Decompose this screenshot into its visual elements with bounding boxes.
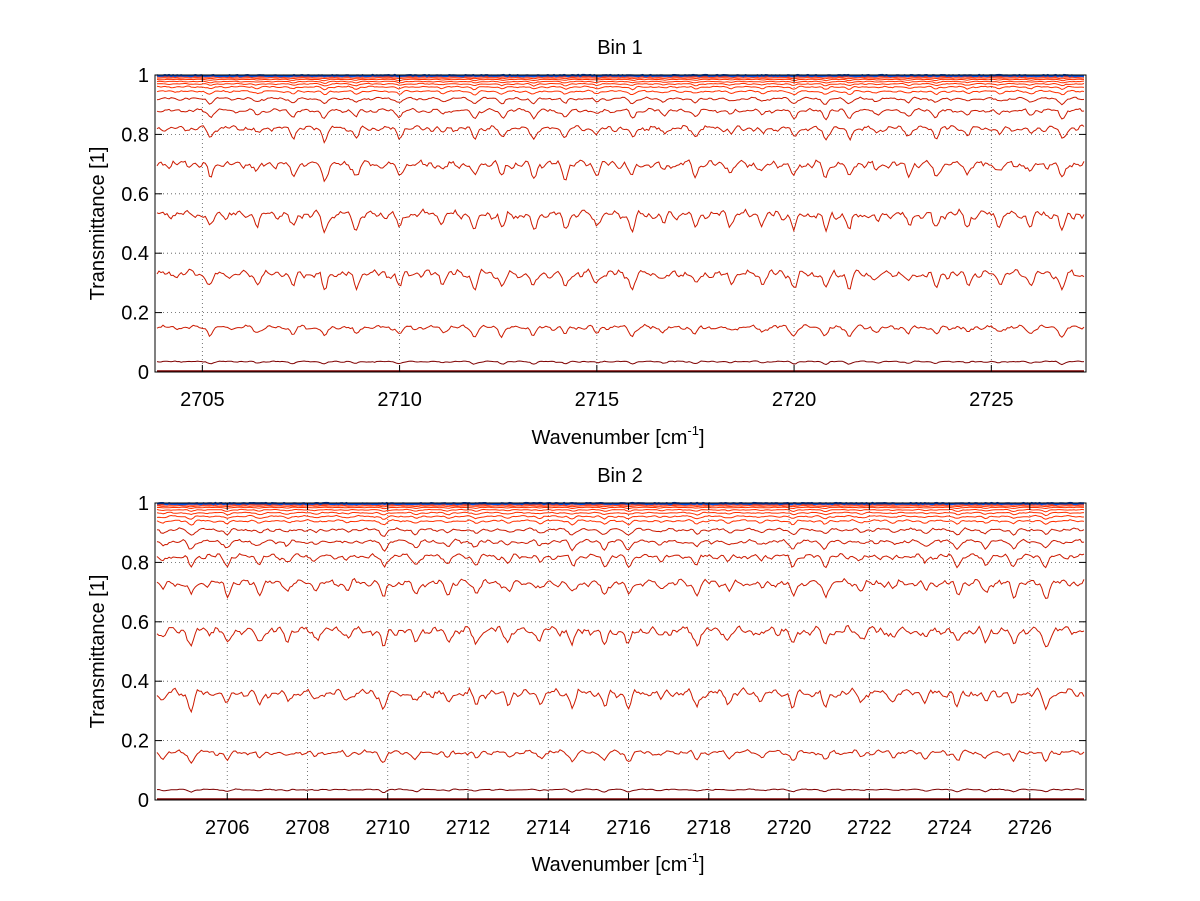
transmittance-series-line (156, 360, 1085, 366)
transmittance-series-line (157, 77, 1085, 80)
x-tick-label: 2712 (446, 817, 491, 839)
transmittance-series-line (156, 538, 1085, 552)
x-axis-label-end: ] (699, 427, 705, 449)
transmittance-series-line (156, 511, 1085, 517)
chart-title: Bin 2 (597, 465, 643, 487)
transmittance-series-line (156, 577, 1085, 599)
y-axis-label: Transmittance [1] (87, 147, 109, 301)
transmittance-series-line (156, 124, 1085, 144)
x-tick-label: 2710 (366, 817, 411, 839)
x-axis-label: Wavenumber [cm-1] (531, 423, 704, 449)
transmittance-series-line (156, 748, 1085, 764)
transmittance-series-line (156, 518, 1085, 526)
axis-ticks: 2706 2708 2710 2712 2714 2716 2718 2720 2722 2724… (121, 493, 1086, 839)
transmittance-series-line (156, 505, 1085, 508)
transmittance-series-line (156, 85, 1085, 91)
grid-lines (155, 503, 1086, 800)
x-tick-label: 2714 (526, 817, 571, 839)
x-axis-label-superscript: -1 (687, 423, 699, 438)
transmittance-series-line (156, 73, 1085, 78)
chart-title: Bin 1 (597, 37, 643, 59)
transmittance-series-line (156, 504, 1084, 506)
y-tick-label: 0.4 (121, 243, 149, 265)
x-axis-label: Wavenumber [cm-1] (531, 850, 704, 876)
x-tick-label: 2722 (847, 817, 892, 839)
transmittance-series-line (157, 506, 1084, 510)
transmittance-series-line (156, 96, 1085, 106)
x-axis-label-end: ] (699, 854, 705, 876)
transmittance-series-line (156, 624, 1085, 648)
axis-ticks: 2705 2710 2715 2720 2725 0 0.2 0.4 0.6 0.8 1 (121, 65, 1086, 411)
x-tick-label: 2720 (767, 817, 812, 839)
chart-panel-bin-1: Bin 1 2705 2710 2715 2720 2725 0 0.2 0.4 0.6 0.8 1… (87, 37, 1087, 449)
x-tick-label: 2706 (205, 817, 250, 839)
x-tick-label: 2716 (606, 817, 651, 839)
y-tick-label: 0.8 (121, 552, 149, 574)
x-tick-label: 2724 (927, 817, 972, 839)
y-tick-label: 0 (138, 362, 149, 384)
x-axis-label-text: Wavenumber [cm (531, 854, 687, 876)
x-tick-label: 2705 (180, 389, 225, 411)
transmittance-series-line (156, 527, 1085, 537)
y-tick-label: 0.6 (121, 612, 149, 634)
x-axis-label-superscript: -1 (687, 850, 699, 865)
transmittance-series-line (156, 208, 1085, 234)
transmittance-series-line (156, 514, 1084, 520)
transmittance-series-line (156, 80, 1085, 84)
y-tick-label: 1 (138, 65, 149, 87)
y-axis-label: Transmittance [1] (87, 575, 109, 729)
transmittance-series-line (156, 89, 1085, 96)
grid-lines (155, 75, 1086, 372)
y-tick-label: 0.2 (121, 303, 149, 325)
transmittance-series-line (156, 107, 1085, 121)
x-tick-label: 2710 (377, 389, 422, 411)
transmittance-series-line (156, 78, 1085, 82)
x-tick-label: 2715 (575, 389, 620, 411)
chart-panel-bin-2: Bin 2 2706 2708 2710 2712 2714 2716 2718 2720 27… (87, 465, 1087, 876)
transmittance-series-line (156, 552, 1085, 569)
transmittance-series-line (157, 82, 1085, 87)
transmittance-series-line (156, 159, 1085, 183)
y-tick-label: 0.8 (121, 124, 149, 146)
y-tick-label: 0.6 (121, 184, 149, 206)
transmittance-series-line (156, 508, 1085, 513)
data-series-group (156, 73, 1085, 373)
plot-axes-box (154, 502, 1087, 801)
x-tick-label: 2720 (772, 389, 817, 411)
x-axis-label-text: Wavenumber [cm (531, 427, 687, 449)
plot-axes-box (154, 74, 1087, 373)
y-tick-label: 0.2 (121, 731, 149, 753)
x-tick-label: 2725 (969, 389, 1014, 411)
y-tick-label: 0 (138, 790, 149, 812)
y-tick-label: 0.4 (121, 671, 149, 693)
x-tick-label: 2708 (285, 817, 330, 839)
data-series-group (156, 501, 1085, 801)
transmittance-series-line (156, 268, 1085, 292)
x-tick-label: 2726 (1008, 817, 1053, 839)
x-tick-label: 2718 (687, 817, 732, 839)
transmittance-series-line (156, 686, 1085, 714)
y-tick-label: 1 (138, 493, 149, 515)
transmittance-series-line (156, 323, 1085, 339)
transmittance-series-line (156, 788, 1084, 793)
